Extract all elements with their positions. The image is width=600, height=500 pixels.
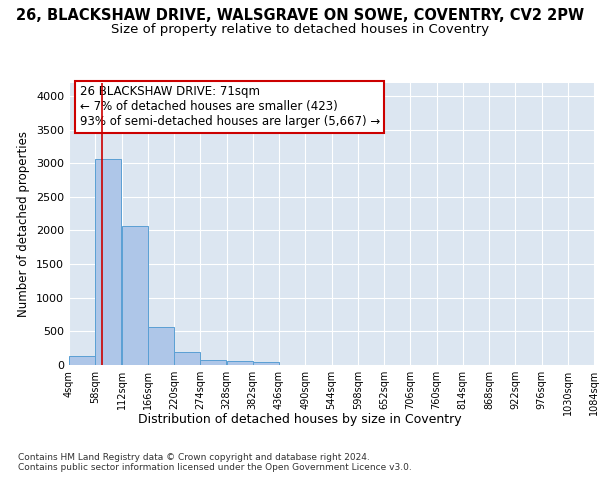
Text: Distribution of detached houses by size in Coventry: Distribution of detached houses by size … <box>138 412 462 426</box>
Bar <box>122 226 148 365</box>
Bar <box>69 356 95 365</box>
Text: 26 BLACKSHAW DRIVE: 71sqm
← 7% of detached houses are smaller (423)
93% of semi-: 26 BLACKSHAW DRIVE: 71sqm ← 7% of detach… <box>79 86 380 128</box>
Text: Size of property relative to detached houses in Coventry: Size of property relative to detached ho… <box>111 22 489 36</box>
Bar <box>200 360 226 365</box>
Text: Contains HM Land Registry data © Crown copyright and database right 2024.
Contai: Contains HM Land Registry data © Crown c… <box>18 452 412 472</box>
Bar <box>95 159 121 365</box>
Bar <box>174 352 200 365</box>
Bar <box>227 362 253 365</box>
Bar <box>253 362 279 365</box>
Y-axis label: Number of detached properties: Number of detached properties <box>17 130 31 317</box>
Bar <box>148 328 174 365</box>
Text: 26, BLACKSHAW DRIVE, WALSGRAVE ON SOWE, COVENTRY, CV2 2PW: 26, BLACKSHAW DRIVE, WALSGRAVE ON SOWE, … <box>16 8 584 22</box>
